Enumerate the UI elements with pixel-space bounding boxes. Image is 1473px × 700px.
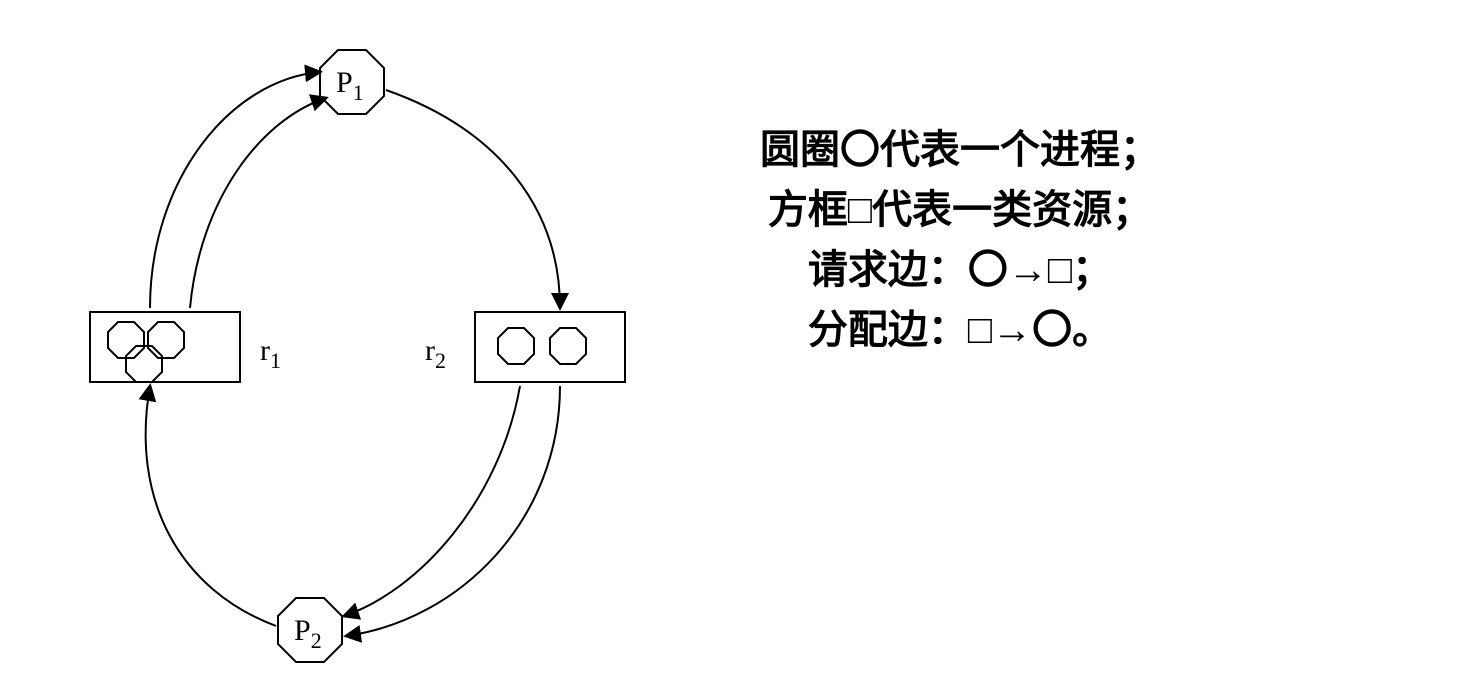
resource-allocation-graph: r1 r2 P1 P2 [0, 0, 740, 700]
edge-r1-p1-1 [150, 72, 320, 308]
edge-p1-r2 [386, 90, 560, 308]
edge-r2-p2-2 [344, 386, 520, 616]
process-p1: P1 [320, 50, 384, 114]
edge-r1-p1-2 [190, 98, 326, 308]
process-p2: P2 [278, 598, 342, 662]
legend: 圆圈〇代表一个进程； 方框□代表一类资源； 请求边：〇→□； 分配边：□→〇。 [760, 120, 1160, 360]
legend-line-2: 方框□代表一类资源； [760, 180, 1160, 240]
resource-r1: r1 [90, 312, 281, 382]
legend-line-4: 分配边：□→〇。 [760, 300, 1160, 360]
r2-label: r2 [425, 334, 446, 373]
r1-label: r1 [260, 334, 281, 373]
legend-line-1: 圆圈〇代表一个进程； [760, 120, 1160, 180]
legend-line-3: 请求边：〇→□； [760, 240, 1160, 300]
diagram-container: r1 r2 P1 P2 [0, 0, 1473, 700]
edge-p2-r1 [146, 386, 276, 626]
edge-r2-p2-1 [346, 386, 560, 636]
resource-r2: r2 [425, 312, 625, 382]
